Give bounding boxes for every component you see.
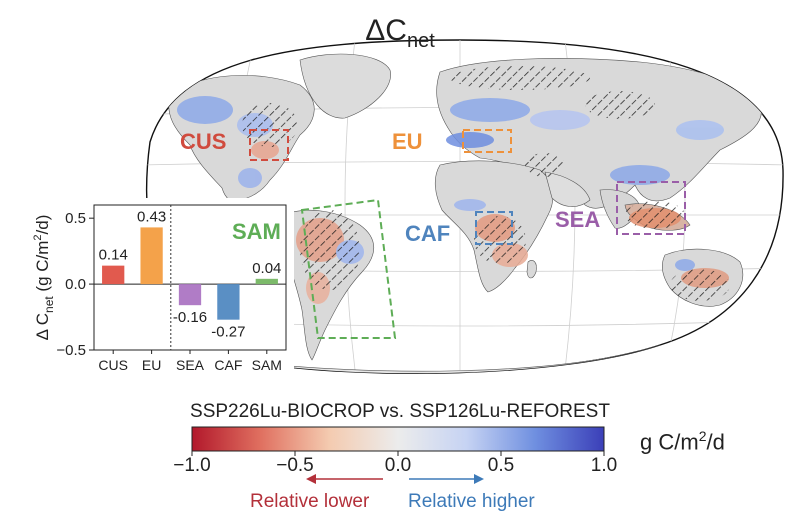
region-label-cus: CUS: [180, 129, 227, 154]
bar-value-label: -0.16: [173, 309, 207, 326]
colorbar-title: SSP226Lu-BIOCROP vs. SSP126Lu-REFOREST: [190, 401, 610, 422]
colorbar-tick-label: −0.5: [276, 455, 314, 476]
bar-value-label: 0.04: [252, 260, 281, 277]
title-main: C: [385, 14, 407, 47]
inset-bar-chart: 0.5 0.0 −0.5Δ Cnet (g C/m2/d) 0.14 CUS 0.43 E…: [22, 198, 294, 378]
inset-ytick-label: 0.5: [65, 210, 86, 227]
region-box-caf: [475, 211, 513, 245]
bar-sam: [255, 278, 278, 285]
bar-cus: [102, 265, 125, 285]
unit-end: /d: [706, 429, 725, 455]
inset-xtick-label: CUS: [98, 357, 128, 373]
region-label-sam: SAM: [232, 219, 281, 244]
landmass-greenland: [299, 53, 391, 119]
inset-xtick-label: CAF: [214, 357, 242, 373]
colorbar-unit: g C/m2/d: [640, 428, 725, 455]
colorbar-tick-label: −1.0: [173, 455, 211, 476]
region-label-caf: CAF: [405, 221, 451, 246]
bar-caf: [217, 284, 240, 320]
inset-ytick-label: −0.5: [56, 342, 86, 359]
unit-main: g C/m: [640, 429, 699, 455]
inset-xtick-label: EU: [142, 357, 161, 373]
colorbar-tick-label: 1.0: [590, 455, 618, 476]
region-box-sea: [616, 181, 686, 235]
arrow-label-higher: Relative higher: [408, 491, 535, 512]
colorbar-ticks: [191, 451, 605, 456]
region-label-sea: SEA: [555, 207, 601, 232]
region-box-sam: [300, 198, 397, 339]
region-boxes: [249, 129, 686, 339]
colorbar-gradient: [191, 426, 605, 452]
region-box-cus: [249, 129, 289, 161]
map-hatching: [242, 66, 730, 301]
inset-ytick-label: 0.0: [65, 276, 86, 293]
inset-ylabel: Δ Cnet (g C/m2/d): [32, 215, 56, 341]
landmass-eurasia: [436, 58, 762, 209]
inset-xtick-label: SAM: [252, 357, 282, 373]
colorbar: [191, 426, 605, 456]
colorbar-tick-label: 0.0: [384, 455, 412, 476]
title-subscript: net: [406, 30, 435, 52]
bar-sea: [178, 284, 202, 306]
region-label-eu: EU: [392, 129, 423, 154]
bar-value-label: 0.14: [99, 247, 128, 264]
bar-eu: [140, 227, 163, 285]
inset-xtick-label: SEA: [176, 357, 205, 373]
bar-value-label: -0.27: [211, 324, 245, 341]
unit-sup: 2: [698, 428, 707, 444]
direction-arrows: [306, 474, 484, 484]
inset-bars: 0.14 CUS 0.43 EU -0.16 SEA -0.27 CAF 0.04 SAM: [98, 208, 282, 373]
figure-title: ΔCnet: [0, 14, 800, 53]
region-box-eu: [462, 129, 512, 153]
bar-value-label: 0.43: [137, 208, 166, 225]
arrow-label-lower: Relative lower: [250, 491, 370, 512]
colorbar-tick-label: 0.5: [487, 455, 515, 476]
title-delta: Δ: [365, 14, 386, 47]
